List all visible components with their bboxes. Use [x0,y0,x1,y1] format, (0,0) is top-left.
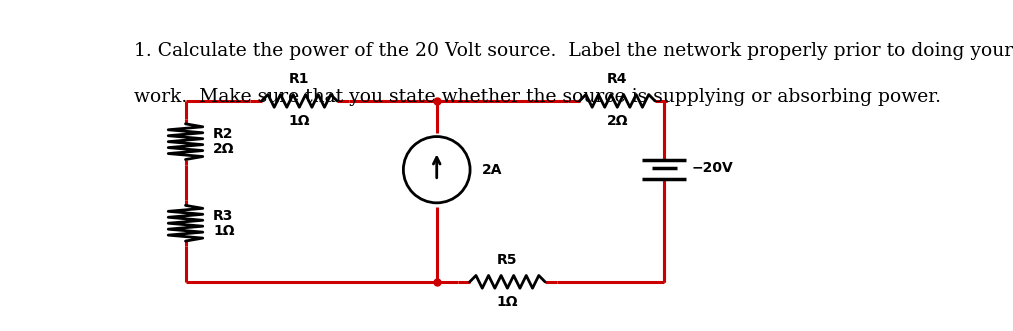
Text: R3: R3 [213,209,233,222]
Text: 1Ω: 1Ω [213,224,234,238]
Text: −20V: −20V [692,162,733,175]
Text: 2Ω: 2Ω [213,142,234,156]
Text: 1Ω: 1Ω [496,295,518,308]
Text: work.  Make sure that you state whether the source is supplying or absorbing pow: work. Make sure that you state whether t… [135,88,941,106]
Text: 1. Calculate the power of the 20 Volt source.  Label the network properly prior : 1. Calculate the power of the 20 Volt so… [135,42,1013,60]
Text: R2: R2 [213,127,233,141]
Text: 1Ω: 1Ω [289,114,310,128]
Text: 2Ω: 2Ω [607,114,628,128]
Text: 2A: 2A [482,163,502,177]
Text: R1: R1 [289,72,310,86]
Text: R5: R5 [497,253,518,267]
Ellipse shape [403,137,470,203]
Text: R4: R4 [607,72,627,86]
